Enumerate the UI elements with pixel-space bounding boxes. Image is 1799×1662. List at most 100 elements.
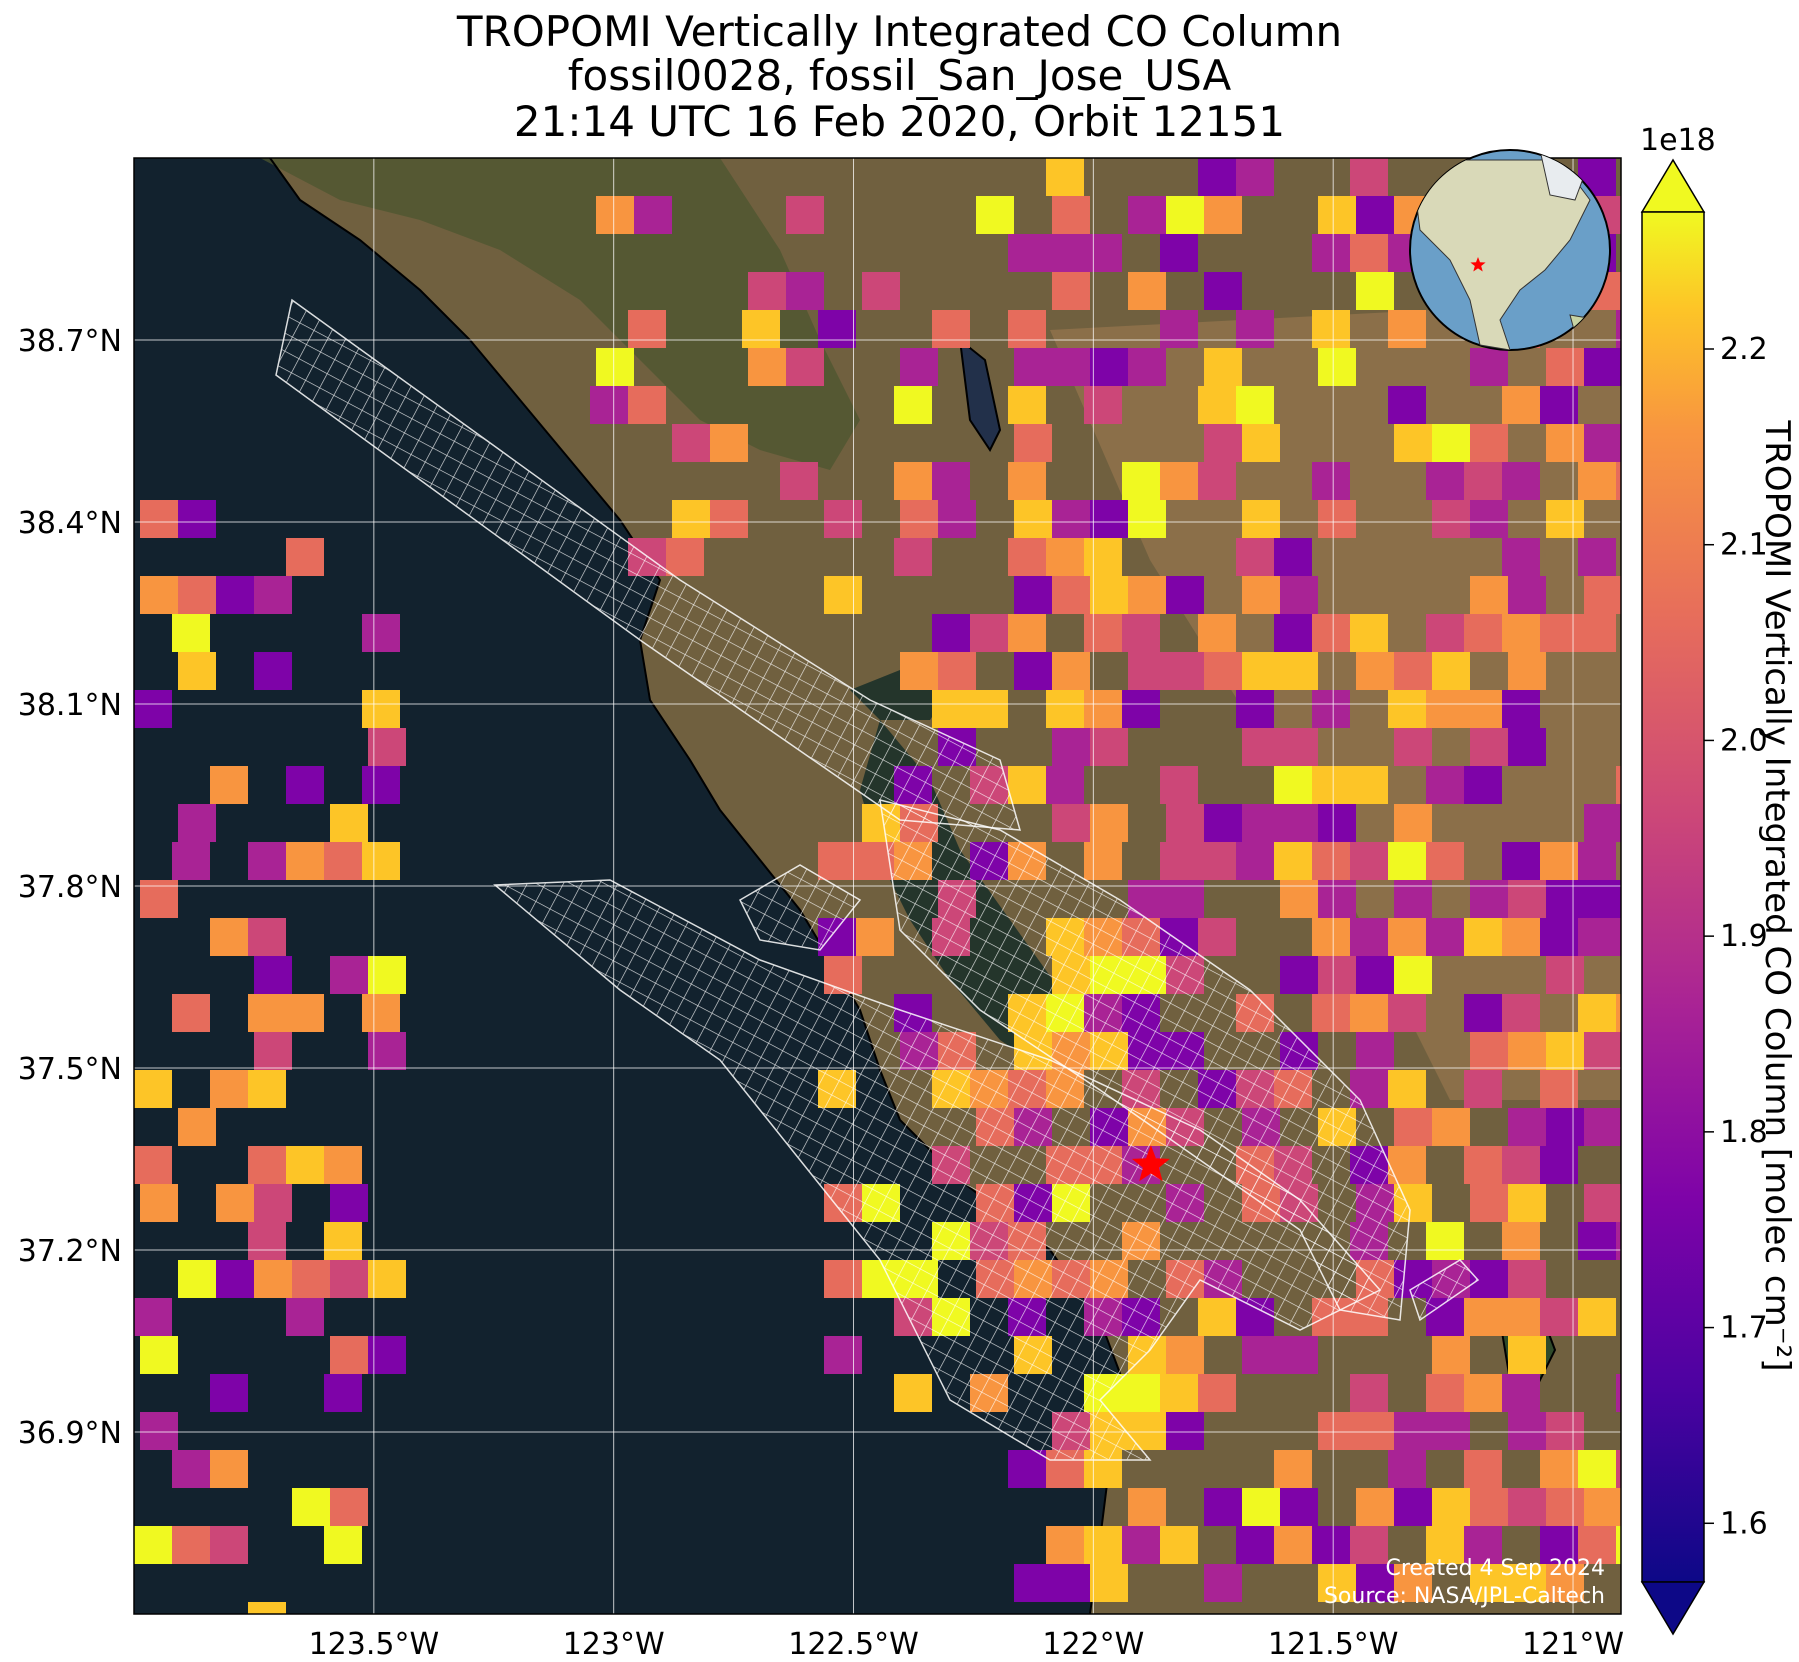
tropomi-swath-north xyxy=(275,298,1022,831)
co-pixel xyxy=(748,348,786,386)
co-pixel xyxy=(254,1184,292,1222)
co-pixel xyxy=(140,576,178,614)
co-pixel xyxy=(1388,386,1426,424)
co-pixel xyxy=(1204,804,1242,842)
co-pixel xyxy=(1470,1488,1508,1526)
co-pixel xyxy=(1014,500,1052,538)
tropomi-swath-south xyxy=(493,879,1382,1461)
co-pixel xyxy=(1204,1564,1242,1602)
co-pixel xyxy=(1014,652,1052,690)
co-pixel xyxy=(1318,196,1356,234)
co-pixel xyxy=(1432,424,1470,462)
co-pixel xyxy=(1204,272,1242,310)
globe-continent xyxy=(1414,159,1591,350)
co-pixel xyxy=(1464,1298,1502,1336)
co-pixel xyxy=(1280,1336,1318,1374)
lat-tick-label: 37.5°N xyxy=(18,1052,122,1087)
co-pixel xyxy=(248,1222,286,1260)
co-pixel xyxy=(672,500,710,538)
co-pixel xyxy=(1546,1412,1584,1450)
co-pixel xyxy=(1540,1526,1578,1564)
co-pixel xyxy=(1014,424,1052,462)
co-pixel xyxy=(1166,1336,1204,1374)
co-pixel xyxy=(938,652,976,690)
co-pixel xyxy=(628,386,666,424)
co-pixel xyxy=(134,1526,172,1564)
co-pixel xyxy=(1578,1298,1616,1336)
co-pixel xyxy=(1508,576,1546,614)
co-pixel xyxy=(1280,576,1318,614)
co-pixel xyxy=(1470,1032,1508,1070)
co-pixel xyxy=(1502,1146,1540,1184)
co-pixel xyxy=(1014,1564,1052,1602)
co-pixel xyxy=(666,538,704,576)
colorbar-body xyxy=(1641,211,1705,1583)
co-pixel xyxy=(824,576,862,614)
co-pixel xyxy=(1584,1032,1621,1070)
co-pixel xyxy=(362,994,400,1032)
co-pixel xyxy=(1540,1450,1578,1488)
co-pixel xyxy=(1426,462,1464,500)
co-pixel xyxy=(1508,1336,1546,1374)
lon-tick-label: 122.5°W xyxy=(788,1627,919,1662)
co-pixel xyxy=(900,500,938,538)
co-pixel xyxy=(1584,1488,1621,1526)
co-pixel xyxy=(1312,614,1350,652)
co-pixel xyxy=(1508,1488,1546,1526)
co-pixel xyxy=(1464,462,1502,500)
co-pixel xyxy=(1160,462,1198,500)
co-pixel xyxy=(1578,918,1616,956)
co-pixel xyxy=(1236,386,1274,424)
co-pixel xyxy=(1432,1488,1470,1526)
co-pixel xyxy=(1128,576,1166,614)
co-pixel xyxy=(140,1184,178,1222)
co-pixel xyxy=(330,804,368,842)
co-pixel xyxy=(1052,348,1090,386)
co-pixel xyxy=(1160,766,1198,804)
co-pixel xyxy=(362,766,400,804)
co-pixel xyxy=(1470,500,1508,538)
co-pixel xyxy=(1350,614,1388,652)
co-pixel xyxy=(1090,1564,1128,1602)
co-pixel xyxy=(1502,1298,1540,1336)
lon-tick-label: 122°W xyxy=(1042,1627,1144,1662)
co-pixel xyxy=(1236,690,1274,728)
co-pixel xyxy=(172,842,210,880)
co-pixel xyxy=(1236,842,1274,880)
co-pixel xyxy=(1160,1374,1198,1412)
co-pixel xyxy=(1128,348,1166,386)
co-pixel xyxy=(248,918,286,956)
co-pixel xyxy=(1280,728,1318,766)
co-pixel xyxy=(1312,234,1350,272)
co-pixel xyxy=(134,1146,172,1184)
co-pixel xyxy=(1470,348,1508,386)
co-pixel xyxy=(1502,386,1540,424)
co-pixel xyxy=(1052,272,1090,310)
co-pixel xyxy=(1546,956,1584,994)
co-pixel xyxy=(1052,728,1090,766)
co-pixel xyxy=(254,1260,292,1298)
lat-tick-label: 37.2°N xyxy=(18,1234,122,1269)
co-pixel xyxy=(1166,576,1204,614)
co-pixel xyxy=(248,842,286,880)
co-pixel xyxy=(1540,614,1578,652)
lat-tick-label: 37.8°N xyxy=(18,870,122,905)
co-pixel xyxy=(894,538,932,576)
co-pixel xyxy=(1616,1526,1621,1564)
co-pixel xyxy=(248,1146,286,1184)
credit-source: Source: NASA/JPL-Caltech xyxy=(1324,1584,1605,1609)
co-pixel xyxy=(1312,918,1350,956)
co-pixel xyxy=(1084,386,1122,424)
co-pixel xyxy=(1464,994,1502,1032)
colorbar-extend-top xyxy=(1640,158,1706,213)
lon-tick-label: 121.5°W xyxy=(1268,1627,1399,1662)
globe-site-marker xyxy=(1470,257,1486,272)
co-pixel xyxy=(1242,424,1280,462)
co-pixel xyxy=(286,994,324,1032)
co-pixel xyxy=(1546,1488,1584,1526)
lon-tick-label: 121°W xyxy=(1522,1627,1624,1662)
co-pixel xyxy=(1578,1526,1616,1564)
colorbar-tick-label: 1.7 xyxy=(1720,1311,1768,1346)
title-line-2: fossil0028, fossil_San_Jose_USA xyxy=(567,51,1232,100)
co-pixel xyxy=(1432,500,1470,538)
